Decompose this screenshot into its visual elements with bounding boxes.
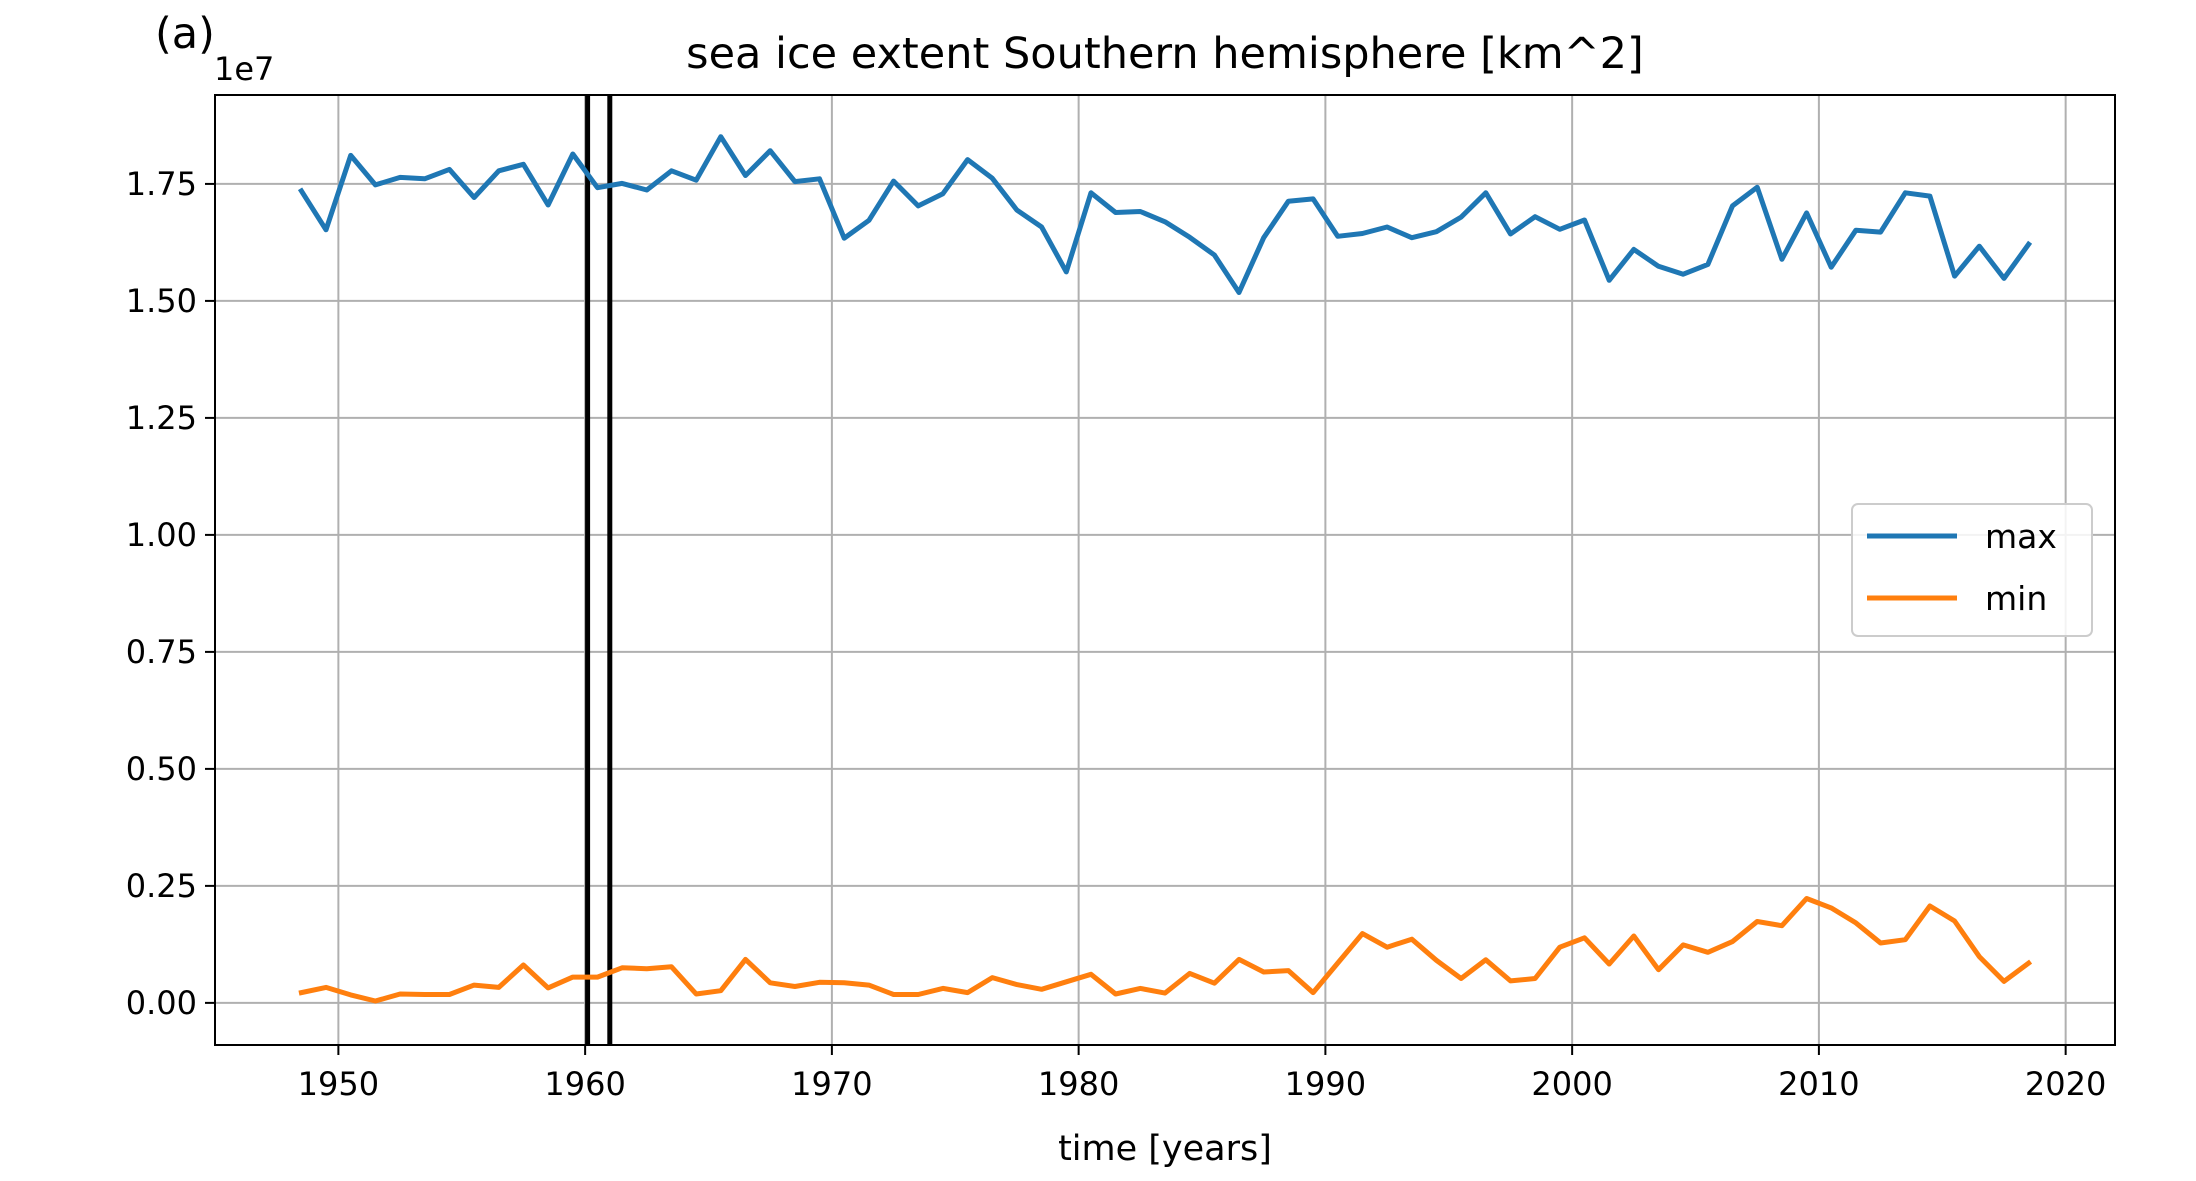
y-tick-label: 1.50: [126, 282, 197, 320]
grid: [215, 95, 2115, 1045]
series-lines: [297, 134, 2033, 1004]
y-tick-label: 0.00: [126, 984, 197, 1022]
y-axis: 0.00 0.25 0.50 0.75 1.00 1.25 1.50 1.75: [126, 165, 215, 1022]
x-tick-label: 2020: [2025, 1065, 2106, 1103]
x-tick-label: 1960: [544, 1065, 625, 1103]
legend: max min: [1851, 503, 2093, 637]
y-tick-label: 1.00: [126, 516, 197, 554]
y-tick-label: 1.75: [126, 165, 197, 203]
chart-title: sea ice extent Southern hemisphere [km^2…: [686, 29, 1644, 79]
x-tick-label: 2000: [1531, 1065, 1612, 1103]
y-tick-label: 0.75: [126, 633, 197, 671]
y-tick-label: 1.25: [126, 399, 197, 437]
x-axis-label: time [years]: [1058, 1129, 1272, 1169]
plot-frame: [214, 94, 2116, 1046]
series-line-min: [298, 896, 2033, 1004]
vertical-markers: [585, 95, 613, 1045]
series-line-max: [297, 134, 2033, 295]
x-tick-label: 1970: [791, 1065, 872, 1103]
x-tick-label: 2010: [1778, 1065, 1859, 1103]
x-tick-label: 1950: [298, 1065, 379, 1103]
x-tick-label: 1980: [1038, 1065, 1119, 1103]
legend-label-min: min: [1985, 579, 2047, 618]
panel-label: (a): [155, 9, 215, 59]
x-axis: 1950 1960 1970 1980 1990 2000 2010 2020: [298, 1045, 2106, 1103]
y-tick-label: 0.25: [126, 867, 197, 905]
legend-label-max: max: [1985, 517, 2057, 556]
y-tick-label: 0.50: [126, 750, 197, 788]
y-multiplier-label: 1e7: [214, 50, 274, 88]
x-tick-label: 1990: [1285, 1065, 1366, 1103]
